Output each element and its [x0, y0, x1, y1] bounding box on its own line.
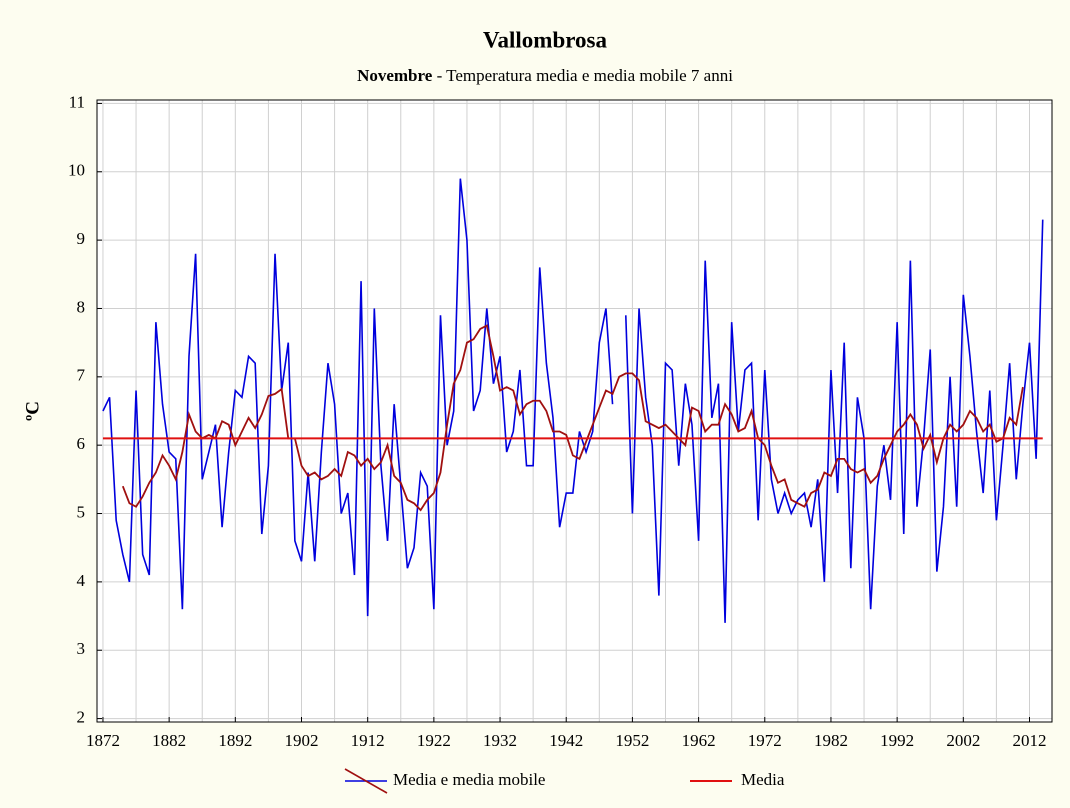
chart-title: Vallombrosa — [483, 27, 607, 52]
plot-area — [96, 99, 1053, 723]
y-tick-label: 5 — [77, 502, 86, 521]
y-tick-label: 6 — [77, 434, 86, 453]
x-tick-label: 1872 — [86, 731, 120, 750]
x-tick-label: 1922 — [417, 731, 451, 750]
series-line — [102, 178, 1044, 623]
subtitle-bold: Novembre — [357, 66, 433, 85]
y-tick-label: 2 — [77, 707, 86, 726]
x-tick-label: 1892 — [218, 731, 252, 750]
y-tick-label: 9 — [77, 229, 86, 248]
y-tick-label: 4 — [77, 571, 86, 590]
legend-label: Media — [741, 770, 785, 789]
y-tick-label: 7 — [77, 366, 86, 385]
x-tick-label: 2002 — [946, 731, 980, 750]
x-tick-label: 1982 — [814, 731, 848, 750]
x-tick-label: 1952 — [615, 731, 649, 750]
y-axis-label: ºC — [22, 401, 43, 421]
series-line — [121, 324, 1024, 512]
subtitle-text: - Temperatura media e media mobile 7 ann… — [432, 66, 733, 85]
x-tick-label: 1932 — [483, 731, 517, 750]
x-tick-label: 1882 — [152, 731, 186, 750]
legend-label: Media e media mobile — [393, 770, 545, 789]
x-tick-label: 1992 — [880, 731, 914, 750]
x-tick-label: 1972 — [748, 731, 782, 750]
y-tick-label: 3 — [77, 639, 86, 658]
x-tick-label: 1962 — [682, 731, 716, 750]
x-tick-label: 2012 — [1012, 731, 1046, 750]
x-tick-label: 1942 — [549, 731, 583, 750]
x-tick-label: 1912 — [351, 731, 385, 750]
x-tick-label: 1902 — [285, 731, 319, 750]
y-tick-label: 11 — [69, 92, 85, 111]
subtitle: Novembre - Temperatura media e media mob… — [357, 66, 733, 85]
y-tick-label: 10 — [68, 161, 85, 180]
legend-swatch — [344, 768, 388, 794]
plot-border — [96, 99, 1053, 723]
y-tick-label: 8 — [77, 297, 86, 316]
